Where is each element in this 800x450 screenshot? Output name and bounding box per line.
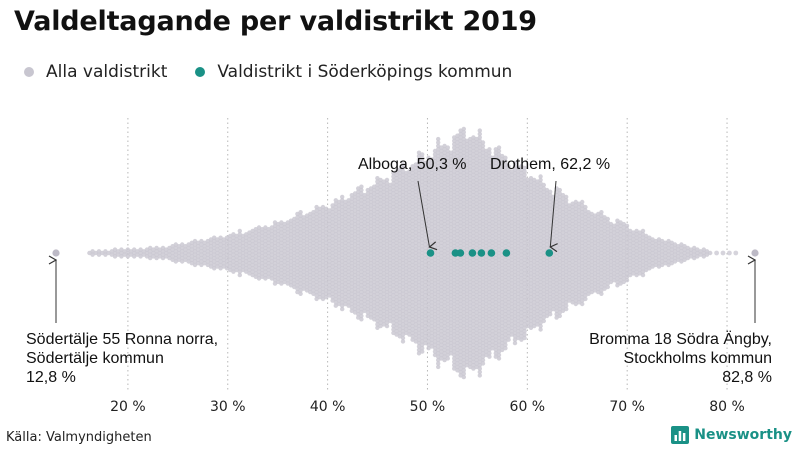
- legend-item-highlight: Valdistrikt i Söderköpings kommun: [195, 62, 512, 82]
- swarm-dot-4821: [599, 210, 604, 215]
- swarm-dot-3398: [487, 354, 492, 359]
- swarm-dot-4701: [583, 296, 588, 302]
- swarm-dot-1469: [384, 177, 390, 183]
- legend-label-all: Alla valdistrikt: [46, 62, 168, 82]
- swarm-dot-4672: [580, 199, 585, 205]
- swarm-dot-1142: [359, 317, 364, 322]
- swarm-dot-2327: [436, 136, 441, 142]
- swarm-dot-4342: [548, 312, 553, 317]
- legend-marker-highlight: [195, 67, 206, 77]
- swarm-dot-1710: [400, 162, 406, 167]
- swarm-dot-3274: [480, 140, 486, 145]
- swarm-dot-1709: [400, 335, 406, 341]
- swarm-dot-3747: [506, 337, 511, 342]
- swarm-dot-928: [340, 194, 345, 200]
- swarm-dot-4266: [541, 182, 546, 188]
- swarm-dot-4004: [522, 335, 527, 341]
- swarm-dot-4864: [605, 216, 610, 222]
- swarm-dot-4865: [605, 284, 610, 290]
- swarm-dot-3850: [512, 340, 518, 346]
- swarm-dot-3580: [496, 356, 502, 361]
- swarm-dot-4341: [548, 189, 553, 194]
- swarm-dot-1140: [359, 313, 364, 319]
- legend-marker-all: [24, 67, 34, 77]
- legend-label-highlight: Valdistrikt i Söderköpings kommun: [217, 62, 513, 82]
- swarm-dot-3275: [480, 361, 486, 366]
- swarm-dot-247: [237, 272, 242, 278]
- swarm-dot-1141: [359, 184, 364, 189]
- swarm-dot-3208: [477, 128, 482, 133]
- swarm-dot-3579: [496, 145, 502, 150]
- swarm-dot-929: [340, 306, 345, 312]
- swarm-dot-2863: [461, 126, 466, 132]
- swarm-dot-4267: [541, 318, 546, 324]
- swarm-dot-4973: [624, 223, 630, 228]
- swarm-dot-4225: [538, 174, 543, 179]
- swarm-dots: [52, 126, 759, 380]
- swarm-dot-2032: [420, 349, 425, 354]
- swarm-dot-4974: [624, 278, 630, 283]
- legend: Alla valdistrikt Valdistrikt i Söderköpi…: [24, 62, 540, 82]
- swarm-dot-573: [298, 291, 303, 296]
- swarm-dot-246: [237, 228, 242, 234]
- swarm-dot-3397: [487, 147, 492, 152]
- swarm-dot-4521: [564, 194, 569, 200]
- swarm-dot-3695: [503, 346, 508, 351]
- swarm-dot-1711: [400, 339, 406, 344]
- chart-title: Valdeltagande per valdistrikt 2019: [14, 6, 537, 37]
- swarm-dot-4452: [557, 187, 562, 193]
- swarm-dot-1470: [384, 323, 390, 329]
- swarm-dot-4453: [557, 313, 562, 319]
- swarm-dot-572: [298, 210, 303, 215]
- swarm-dot-4700: [583, 204, 588, 210]
- swarm-dot-4226: [538, 327, 543, 332]
- swarm-dot-4822: [599, 291, 604, 296]
- swarm-dot-2864: [461, 374, 466, 380]
- swarm-dot-2517: [445, 145, 450, 150]
- swarm-dot-1139: [359, 187, 364, 193]
- swarm-dot-3209: [477, 373, 482, 378]
- swarm-dot-4673: [580, 301, 585, 307]
- swarm-dot-2518: [445, 356, 450, 361]
- swarm-dot-2328: [436, 364, 441, 370]
- legend-item-all: Alla valdistrikt: [24, 62, 167, 82]
- swarm-dot-1708: [400, 165, 406, 171]
- swarm-dot-4522: [564, 306, 569, 312]
